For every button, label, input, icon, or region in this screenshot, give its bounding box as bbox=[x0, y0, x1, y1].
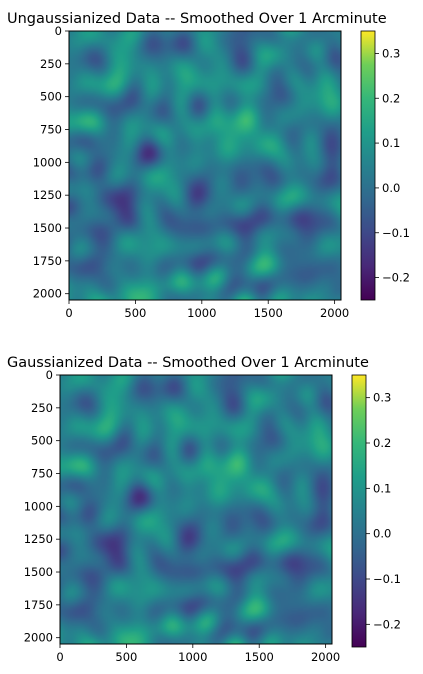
colorbar-tick-label: 0.2 bbox=[373, 436, 391, 450]
x-tick-label: 1000 bbox=[178, 650, 207, 664]
plot-frame-2 bbox=[59, 374, 333, 645]
x-tick-label: 2000 bbox=[311, 650, 340, 664]
y-tick-label: 750 bbox=[40, 123, 62, 137]
y-tick-label: 500 bbox=[31, 434, 53, 448]
colorbar-tick-label: 0.1 bbox=[382, 136, 400, 150]
y-tick-label: 250 bbox=[40, 57, 62, 71]
colorbar-2 bbox=[351, 374, 367, 648]
colorbar-tick-label: 0.3 bbox=[382, 46, 400, 60]
colorbar-axis-1: −0.2 −0.1 0.0 0.1 0.2 0.3 bbox=[375, 46, 410, 285]
y-axis-1: 0 250 500 750 1000 1250 1500 1750 2000 bbox=[33, 24, 69, 301]
colorbar-tick-label: 0.3 bbox=[373, 391, 391, 405]
heatmap-image-2 bbox=[60, 375, 332, 644]
x-tick-label: 500 bbox=[124, 306, 146, 320]
colorbar-tick-label: 0.1 bbox=[373, 481, 391, 495]
y-tick-label: 2000 bbox=[24, 631, 53, 645]
x-tick-label: 500 bbox=[115, 650, 137, 664]
chart-title-1: Ungaussianized Data -- Smoothed Over 1 A… bbox=[7, 11, 387, 27]
y-tick-label: 2000 bbox=[33, 287, 62, 301]
x-axis-2: 0 500 1000 1500 2000 bbox=[56, 644, 340, 664]
y-tick-label: 1500 bbox=[24, 565, 53, 579]
colorbar-axis-2: −0.2 −0.1 0.0 0.1 0.2 0.3 bbox=[366, 391, 401, 631]
y-tick-label: 1750 bbox=[24, 598, 53, 612]
y-tick-label: 750 bbox=[31, 467, 53, 481]
chart-panel-1: Ungaussianized Data -- Smoothed Over 1 A… bbox=[7, 11, 410, 320]
y-tick-label: 1750 bbox=[33, 254, 62, 268]
y-tick-label: 1500 bbox=[33, 221, 62, 235]
colorbar-1 bbox=[360, 30, 376, 301]
colorbar-tick-label: −0.1 bbox=[382, 226, 410, 240]
colorbar-tick-label: −0.2 bbox=[373, 617, 401, 631]
y-tick-label: 1250 bbox=[24, 532, 53, 546]
x-tick-label: 1500 bbox=[245, 650, 274, 664]
colorbar-tick-label: −0.1 bbox=[373, 572, 401, 586]
x-tick-label: 1500 bbox=[254, 306, 283, 320]
y-tick-label: 0 bbox=[55, 24, 62, 38]
heatmap-image-1 bbox=[69, 31, 341, 300]
colorbar-tick-label: −0.2 bbox=[382, 271, 410, 285]
y-tick-label: 500 bbox=[40, 90, 62, 104]
plot-frame-1 bbox=[68, 30, 342, 301]
y-tick-label: 1000 bbox=[24, 499, 53, 513]
x-tick-label: 2000 bbox=[320, 306, 349, 320]
chart-panel-2: Gaussianized Data -- Smoothed Over 1 Arc… bbox=[7, 355, 401, 664]
y-tick-label: 1250 bbox=[33, 188, 62, 202]
x-tick-label: 0 bbox=[65, 306, 72, 320]
y-tick-label: 0 bbox=[46, 368, 53, 382]
x-tick-label: 0 bbox=[56, 650, 63, 664]
y-tick-label: 1000 bbox=[33, 155, 62, 169]
chart-title-2: Gaussianized Data -- Smoothed Over 1 Arc… bbox=[7, 355, 369, 371]
x-axis-1: 0 500 1000 1500 2000 bbox=[65, 300, 349, 320]
colorbar-tick-label: 0.0 bbox=[373, 527, 391, 541]
x-tick-label: 1000 bbox=[187, 306, 216, 320]
colorbar-tick-label: 0.0 bbox=[382, 181, 400, 195]
y-tick-label: 250 bbox=[31, 401, 53, 415]
y-axis-2: 0 250 500 750 1000 1250 1500 1750 2000 bbox=[24, 368, 60, 645]
colorbar-tick-label: 0.2 bbox=[382, 91, 400, 105]
